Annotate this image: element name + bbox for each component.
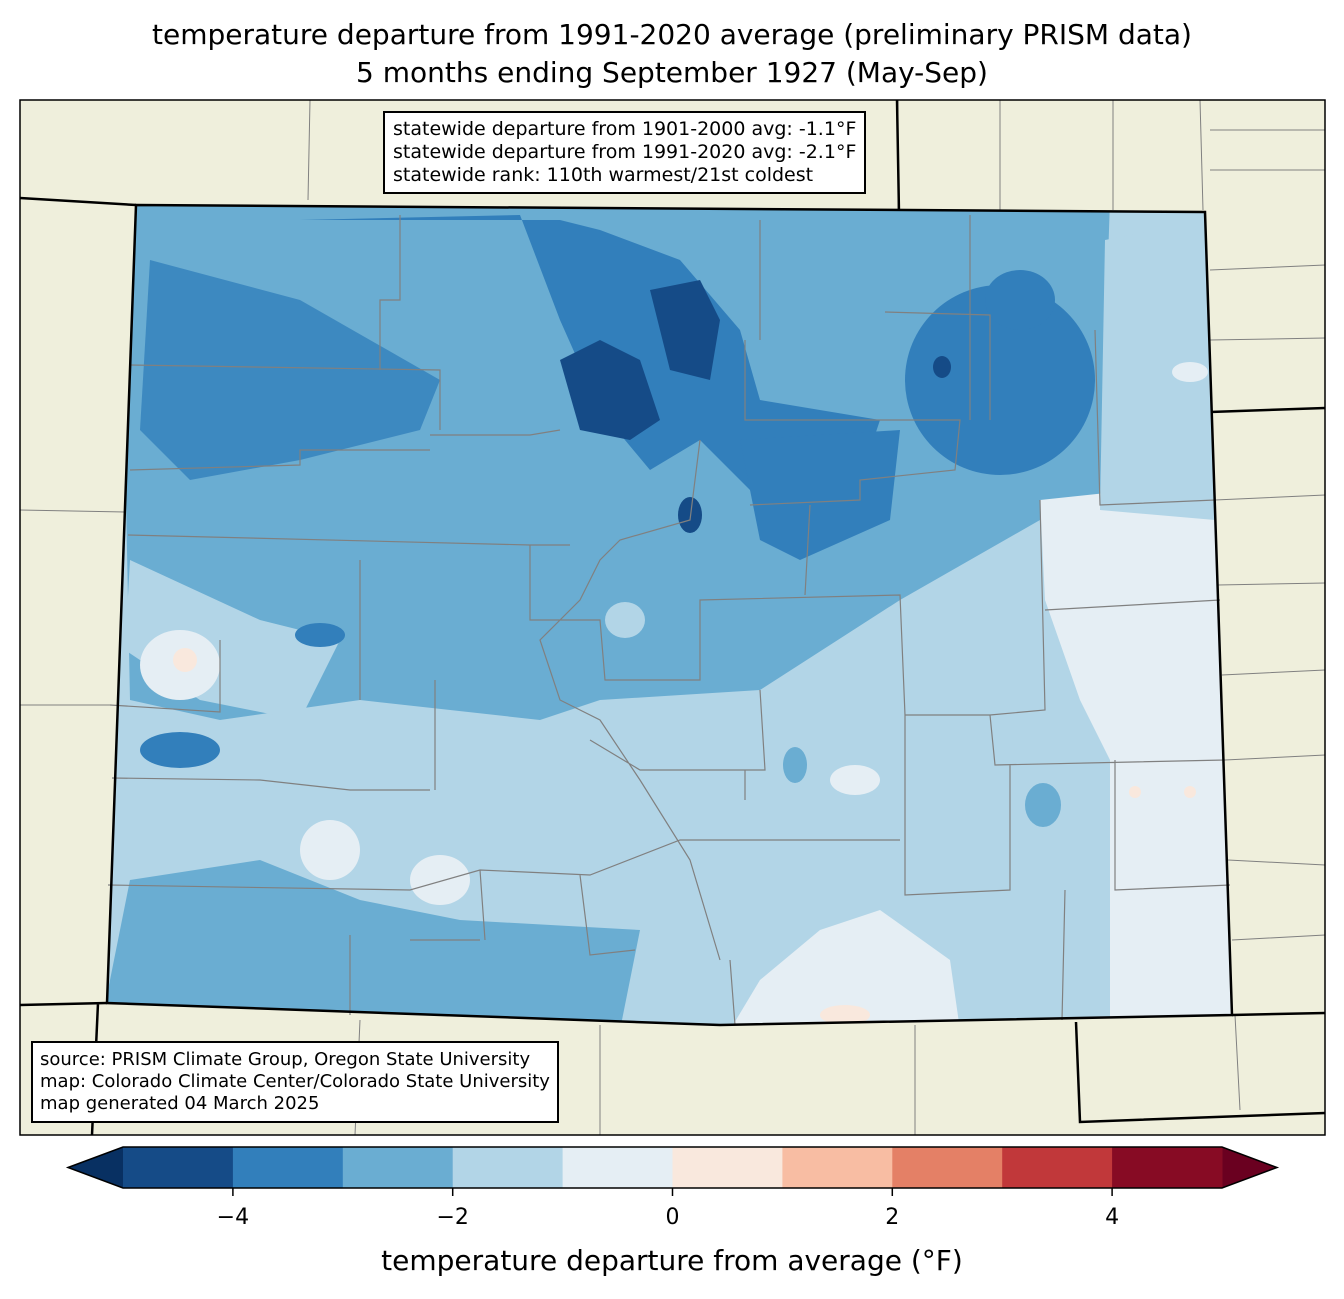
colorbar-segment — [1112, 1147, 1223, 1188]
map-title: temperature departure from 1991-2020 ave… — [152, 18, 1192, 51]
colorbar-segment — [672, 1147, 783, 1188]
colorado-temperature-field — [107, 205, 1232, 1025]
colorbar-segment — [123, 1147, 234, 1188]
colorbar-outline — [65, 1146, 1280, 1189]
neighbor-county-lines — [19, 99, 1326, 1136]
colorbar-segment — [892, 1147, 1003, 1188]
stats-rank: statewide rank: 110th warmest/21st colde… — [393, 164, 814, 186]
colorbar-segment — [782, 1147, 893, 1188]
map-subtitle: 5 months ending September 1927 (May-Sep) — [356, 56, 988, 89]
stats-departure-1901-2000: statewide departure from 1901-2000 avg: … — [393, 118, 857, 140]
colorbar-segment — [1002, 1147, 1113, 1188]
county-lines — [107, 215, 1231, 1026]
neighbor-state-lines — [19, 99, 1326, 1136]
statewide-stats-box: statewide departure from 1901-2000 avg: … — [383, 111, 867, 194]
colorbar-tick-label: 2 — [885, 1205, 900, 1230]
colorbar-segment — [232, 1147, 344, 1188]
colorbar-tick-label: −2 — [436, 1205, 469, 1230]
colorbar-segment — [452, 1147, 564, 1188]
credits-source: source: PRISM Climate Group, Oregon Stat… — [40, 1049, 531, 1070]
colorbar-tick-label: 4 — [1105, 1205, 1120, 1230]
colorado-state-border — [105, 203, 1234, 1027]
colorbar — [65, 1146, 1280, 1196]
colorbar-under-arrow — [68, 1147, 123, 1188]
map-frame — [19, 99, 1326, 1136]
colorbar-segment — [562, 1147, 673, 1188]
colorbar-tick-label: −4 — [216, 1205, 250, 1230]
colorbar-label: temperature departure from average (°F) — [381, 1244, 963, 1277]
colorbar-tick-label: 0 — [665, 1205, 680, 1230]
colorbar-over-arrow — [1222, 1147, 1277, 1188]
credits-map: map: Colorado Climate Center/Colorado St… — [40, 1071, 550, 1092]
colorbar-segment — [342, 1147, 454, 1188]
credits-box: source: PRISM Climate Group, Oregon Stat… — [31, 1041, 559, 1123]
stats-departure-1991-2020: statewide departure from 1991-2020 avg: … — [393, 141, 857, 163]
credits-generated: map generated 04 March 2025 — [40, 1093, 320, 1114]
